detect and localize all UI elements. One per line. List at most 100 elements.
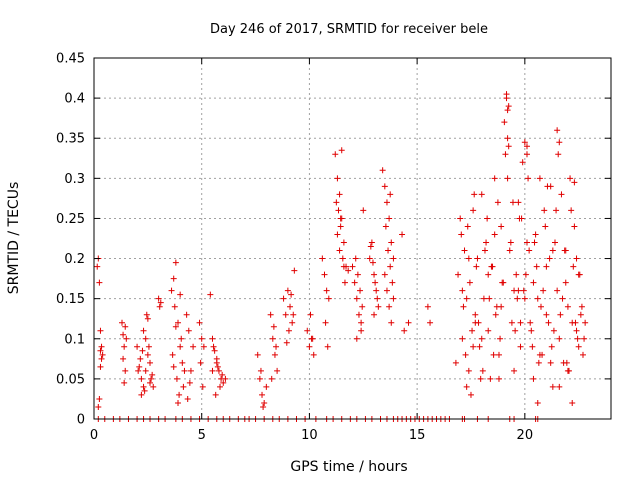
data-point xyxy=(569,319,576,326)
data-point xyxy=(369,259,376,266)
data-point xyxy=(260,403,267,410)
data-point xyxy=(144,351,151,358)
data-point xyxy=(176,391,183,398)
data-point xyxy=(556,139,563,146)
y-tick-label: 0.25 xyxy=(56,212,85,227)
data-point xyxy=(211,347,218,354)
data-point xyxy=(567,175,574,182)
data-point xyxy=(283,339,290,346)
tick-labels: 0 5 10 15 20 0 0.05 0.1 0.15 0.2 0.25 0.3 0.35 0.4 0.4… xyxy=(56,52,533,444)
data-point xyxy=(168,287,175,294)
data-point xyxy=(491,231,498,238)
data-point xyxy=(543,263,550,270)
data-point xyxy=(478,335,485,342)
data-point xyxy=(196,319,203,326)
data-point xyxy=(564,367,571,374)
data-point xyxy=(498,223,505,230)
data-point xyxy=(177,343,184,350)
data-point xyxy=(360,207,367,214)
data-point xyxy=(469,327,476,334)
data-point xyxy=(220,379,227,386)
data-point xyxy=(219,371,226,378)
data-point xyxy=(517,319,524,326)
data-point xyxy=(475,319,482,326)
data-point xyxy=(139,347,146,354)
data-point xyxy=(562,279,569,286)
data-point xyxy=(322,319,329,326)
data-point xyxy=(371,271,378,278)
data-point xyxy=(458,231,465,238)
data-point xyxy=(169,351,176,358)
x-tick-label: 5 xyxy=(198,428,206,443)
data-point xyxy=(478,191,485,198)
data-point xyxy=(387,263,394,270)
data-point xyxy=(336,247,343,254)
data-point xyxy=(383,199,390,206)
data-point xyxy=(263,383,270,390)
data-point xyxy=(558,191,565,198)
data-point xyxy=(536,351,543,358)
data-point xyxy=(98,343,105,350)
axis-ticks xyxy=(93,57,611,420)
data-point xyxy=(529,343,536,350)
data-point xyxy=(270,323,277,330)
data-point xyxy=(366,255,373,262)
data-point xyxy=(388,239,395,246)
data-point xyxy=(99,351,106,358)
data-point xyxy=(170,275,177,282)
data-point xyxy=(521,139,528,146)
data-point xyxy=(345,267,352,274)
data-point xyxy=(379,167,386,174)
data-point xyxy=(533,263,540,270)
data-point xyxy=(97,327,104,334)
data-point xyxy=(516,215,523,222)
data-point xyxy=(457,215,464,222)
data-point xyxy=(571,179,578,186)
data-point xyxy=(98,355,105,362)
y-tick-label: 0.15 xyxy=(56,292,85,307)
data-point xyxy=(172,259,179,266)
data-point xyxy=(530,279,537,286)
data-point xyxy=(490,351,497,358)
data-point xyxy=(207,291,214,298)
data-point xyxy=(372,279,379,286)
data-point xyxy=(136,363,143,370)
data-point xyxy=(390,255,397,262)
data-point xyxy=(122,367,129,374)
x-tick-label: 10 xyxy=(301,428,318,443)
y-tick-label: 0.4 xyxy=(64,92,85,107)
data-point xyxy=(97,347,104,354)
data-point xyxy=(534,399,541,406)
data-point xyxy=(332,151,339,158)
data-point xyxy=(545,319,552,326)
data-point xyxy=(573,327,580,334)
data-point xyxy=(177,291,184,298)
data-point xyxy=(548,343,555,350)
data-point xyxy=(147,359,154,366)
data-point xyxy=(488,263,495,270)
data-point xyxy=(503,91,510,98)
data-point xyxy=(505,143,512,150)
data-point xyxy=(325,295,332,302)
data-point xyxy=(323,287,330,294)
data-point xyxy=(381,271,388,278)
data-point xyxy=(573,255,580,262)
data-point xyxy=(121,379,128,386)
data-point xyxy=(582,319,589,326)
data-point xyxy=(259,391,266,398)
data-point xyxy=(484,215,491,222)
data-point xyxy=(555,151,562,158)
data-point xyxy=(540,287,547,294)
data-point xyxy=(390,295,397,302)
data-point xyxy=(273,343,280,350)
data-point xyxy=(142,367,149,374)
data-point xyxy=(172,323,179,330)
data-point xyxy=(324,343,331,350)
data-point xyxy=(504,107,511,114)
data-point xyxy=(155,295,162,302)
data-point xyxy=(254,351,261,358)
data-point xyxy=(291,267,298,274)
data-point xyxy=(389,279,396,286)
data-point xyxy=(550,327,557,334)
